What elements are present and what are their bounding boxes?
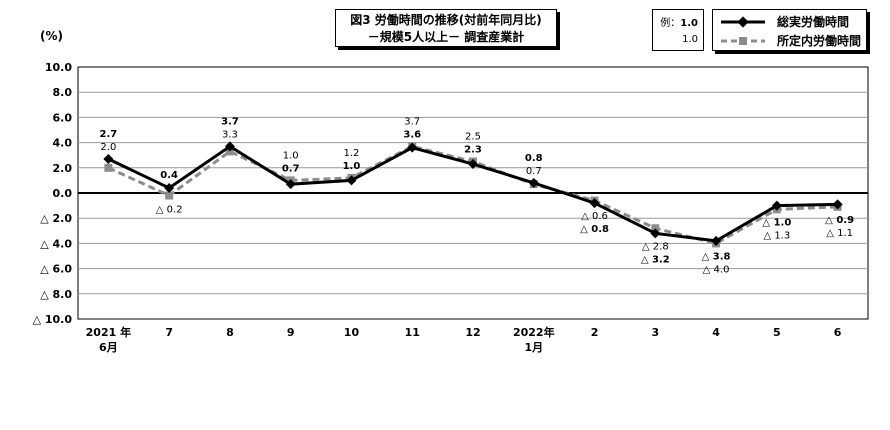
example-bold-value: 1.0 bbox=[680, 18, 698, 29]
series-scheduled-point bbox=[165, 191, 174, 200]
series-total-point bbox=[528, 177, 539, 188]
series-scheduled-data-label: △ 2.8 bbox=[642, 241, 669, 252]
series-scheduled-data-label: △ 4.0 bbox=[703, 264, 730, 275]
x-tick-label: 6 bbox=[834, 326, 842, 339]
label-example-box: 例：1.0 1.0 bbox=[652, 9, 704, 51]
legend-total-label: 総実労働時間 bbox=[777, 15, 850, 29]
series-total-data-label: 0.7 bbox=[282, 163, 300, 174]
chart-title: 図3 労働時間の推移(対前年同月比) bbox=[350, 13, 542, 27]
x-tick-label: 7 bbox=[165, 326, 173, 339]
series-total-data-label: △ 0.8 bbox=[580, 224, 609, 235]
example-label: 例： bbox=[660, 18, 681, 29]
y-tick-label: 2.0 bbox=[53, 162, 73, 175]
legend-scheduled-marker bbox=[739, 37, 747, 45]
chart-subtitle: －規模5人以上－ 調査産業計 bbox=[367, 30, 525, 44]
series-scheduled-data-label: △ 0.2 bbox=[156, 205, 183, 216]
x-tick-label: 12 bbox=[465, 326, 480, 339]
series-total-data-label: 3.6 bbox=[403, 129, 421, 140]
series-total-data-label: 0.4 bbox=[160, 170, 178, 181]
y-tick-label: △ 2.0 bbox=[40, 212, 72, 225]
y-tick-label: △ 6.0 bbox=[40, 263, 72, 276]
y-tick-label: 6.0 bbox=[53, 111, 73, 124]
x-tick-label: 1月 bbox=[524, 341, 543, 354]
y-tick-label: 0.0 bbox=[53, 187, 73, 200]
series-total-point bbox=[711, 235, 722, 246]
series-scheduled-data-label: 0.7 bbox=[526, 166, 542, 177]
x-tick-label: 11 bbox=[405, 326, 420, 339]
y-tick-label: 10.0 bbox=[45, 61, 72, 74]
series-scheduled-data-label: △ 1.3 bbox=[763, 230, 790, 241]
series-scheduled-data-label: 1.2 bbox=[344, 148, 360, 159]
series-total-point bbox=[164, 182, 175, 193]
series-total-point bbox=[589, 198, 600, 209]
y-unit-label: (%) bbox=[40, 29, 63, 43]
y-tick-label: △ 10.0 bbox=[33, 313, 73, 326]
x-tick-label: 2021 年 bbox=[86, 325, 131, 339]
series-total-point bbox=[103, 153, 114, 164]
series-total-point bbox=[650, 228, 661, 239]
x-tick-label: 10 bbox=[344, 326, 360, 339]
series-total-point bbox=[285, 179, 296, 190]
series-scheduled-point bbox=[225, 147, 234, 156]
x-tick-label: 2022年 bbox=[513, 325, 555, 339]
y-tick-label: 8.0 bbox=[53, 86, 73, 99]
example-value: 1.0 bbox=[682, 34, 698, 45]
x-tick-label: 2 bbox=[591, 326, 599, 339]
y-tick-label: △ 8.0 bbox=[40, 288, 72, 301]
series-total-point bbox=[407, 142, 418, 153]
series-total-data-label: 3.7 bbox=[221, 116, 239, 127]
series-total-point bbox=[771, 200, 782, 211]
series-scheduled-data-label: 2.0 bbox=[100, 142, 116, 153]
series-scheduled-data-label: 3.7 bbox=[404, 116, 420, 127]
series-total-point bbox=[468, 159, 478, 170]
legend: 総実労働時間 所定内労働時間 bbox=[712, 9, 867, 51]
series-scheduled-data-label: △ 0.6 bbox=[581, 211, 608, 222]
series-total-data-label: 0.8 bbox=[525, 153, 543, 164]
x-tick-label: 6月 bbox=[99, 341, 118, 354]
series-total-data-label: 2.3 bbox=[464, 145, 482, 156]
series-scheduled-data-label: 2.5 bbox=[465, 132, 481, 143]
x-tick-label: 5 bbox=[773, 326, 781, 339]
series-scheduled-point bbox=[651, 224, 660, 233]
series-scheduled-data-label: △ 1.1 bbox=[826, 228, 853, 239]
y-tick-label: 4.0 bbox=[53, 137, 73, 150]
series-total-data-label: 2.7 bbox=[100, 129, 118, 140]
legend-markers bbox=[721, 16, 765, 45]
chart-title-box: 図3 労働時間の推移(対前年同月比) －規模5人以上－ 調査産業計 bbox=[335, 9, 557, 47]
series-total-data-label: △ 3.2 bbox=[641, 254, 670, 265]
y-tick-label: △ 4.0 bbox=[40, 237, 72, 250]
series-scheduled-point bbox=[104, 163, 113, 172]
x-tick-label: 8 bbox=[226, 326, 234, 339]
series-total-point bbox=[224, 141, 235, 152]
series-total-data-label: △ 1.0 bbox=[762, 217, 791, 228]
series-total-point bbox=[346, 175, 357, 186]
series-total-data-label: △ 3.8 bbox=[702, 251, 731, 262]
x-tick-label: 4 bbox=[712, 326, 720, 339]
series-total-point bbox=[832, 199, 843, 210]
x-tick-label: 9 bbox=[287, 326, 295, 339]
series-total-data-label: △ 0.9 bbox=[825, 215, 854, 226]
series-scheduled-data-label: 1.0 bbox=[283, 150, 299, 161]
series-total-data-label: 1.0 bbox=[343, 161, 361, 172]
x-tick-label: 3 bbox=[651, 326, 659, 339]
legend-scheduled-label: 所定内労働時間 bbox=[777, 34, 862, 48]
series-scheduled-data-label: 3.3 bbox=[222, 129, 238, 140]
